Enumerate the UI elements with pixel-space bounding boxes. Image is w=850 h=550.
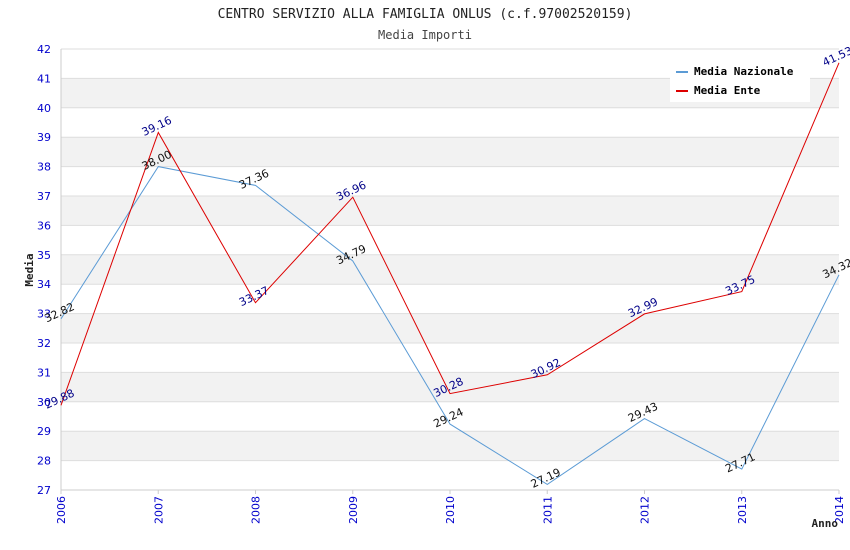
y-tick-label: 42 xyxy=(37,43,51,56)
x-axis-label: Anno xyxy=(812,517,839,530)
data-label-media-ente: 39.16 xyxy=(140,114,174,139)
data-label-media-ente: 29.88 xyxy=(42,387,76,412)
y-tick-label: 36 xyxy=(37,219,51,232)
y-tick-label: 34 xyxy=(37,278,51,291)
data-label-media-nazionale: 27.19 xyxy=(529,466,563,491)
grid-band xyxy=(61,196,839,226)
y-tick-label: 40 xyxy=(37,102,51,115)
y-tick-label: 37 xyxy=(37,190,51,203)
y-tick-label: 33 xyxy=(37,308,51,321)
x-tick-label: 2009 xyxy=(347,496,360,524)
y-tick-label: 41 xyxy=(37,72,51,85)
y-tick-label: 27 xyxy=(37,484,51,497)
x-axis-ticks: 2006 2007 2008 2009 2010 2011 2012 2013 2014 xyxy=(55,490,846,524)
grid-lines xyxy=(61,48,839,491)
y-tick-label: 39 xyxy=(37,131,51,144)
y-axis-ticks: 27 28 29 30 31 32 33 34 35 36 37 38 39 40 41 42 xyxy=(37,43,51,497)
chart-subtitle: Media Importi xyxy=(378,28,472,42)
grid-band xyxy=(61,137,839,167)
y-tick-label: 30 xyxy=(37,396,51,409)
series-line-media-nazionale xyxy=(60,166,840,485)
x-tick-label: 2006 xyxy=(55,496,68,524)
grid-band xyxy=(61,372,839,402)
y-axis-label: Media xyxy=(23,253,36,286)
chart-title: CENTRO SERVIZIO ALLA FAMIGLIA ONLUS (c.f… xyxy=(218,7,633,22)
grid-band xyxy=(61,313,839,343)
grid-band xyxy=(61,431,839,461)
y-tick-label: 28 xyxy=(37,455,51,468)
y-tick-label: 35 xyxy=(37,249,51,262)
y-tick-label: 31 xyxy=(37,366,51,379)
data-label-media-nazionale: 29.43 xyxy=(626,400,660,425)
x-tick-label: 2011 xyxy=(541,496,554,524)
data-label-media-ente: 41.53 xyxy=(820,44,850,69)
series-group xyxy=(60,62,840,485)
legend-box xyxy=(670,60,810,102)
x-tick-label: 2012 xyxy=(639,496,652,524)
data-label-media-nazionale: 29.24 xyxy=(431,405,465,430)
x-tick-label: 2013 xyxy=(736,496,749,524)
grid-band xyxy=(61,254,839,285)
legend-label-media-nazionale: Media Nazionale xyxy=(694,65,794,78)
y-tick-label: 32 xyxy=(37,337,51,350)
x-tick-label: 2014 xyxy=(833,496,846,524)
legend: Media Nazionale Media Ente xyxy=(670,60,810,102)
x-tick-label: 2008 xyxy=(250,496,263,524)
x-tick-label: 2007 xyxy=(152,496,165,524)
y-tick-label: 29 xyxy=(37,425,51,438)
y-tick-label: 38 xyxy=(37,161,51,174)
series-line-media-ente xyxy=(60,62,840,406)
plot-background xyxy=(61,78,839,461)
x-tick-label: 2010 xyxy=(444,496,457,524)
data-label-media-nazionale: 37.36 xyxy=(237,167,271,192)
data-label-media-ente: 33.37 xyxy=(237,284,271,309)
legend-label-media-ente: Media Ente xyxy=(694,84,761,97)
